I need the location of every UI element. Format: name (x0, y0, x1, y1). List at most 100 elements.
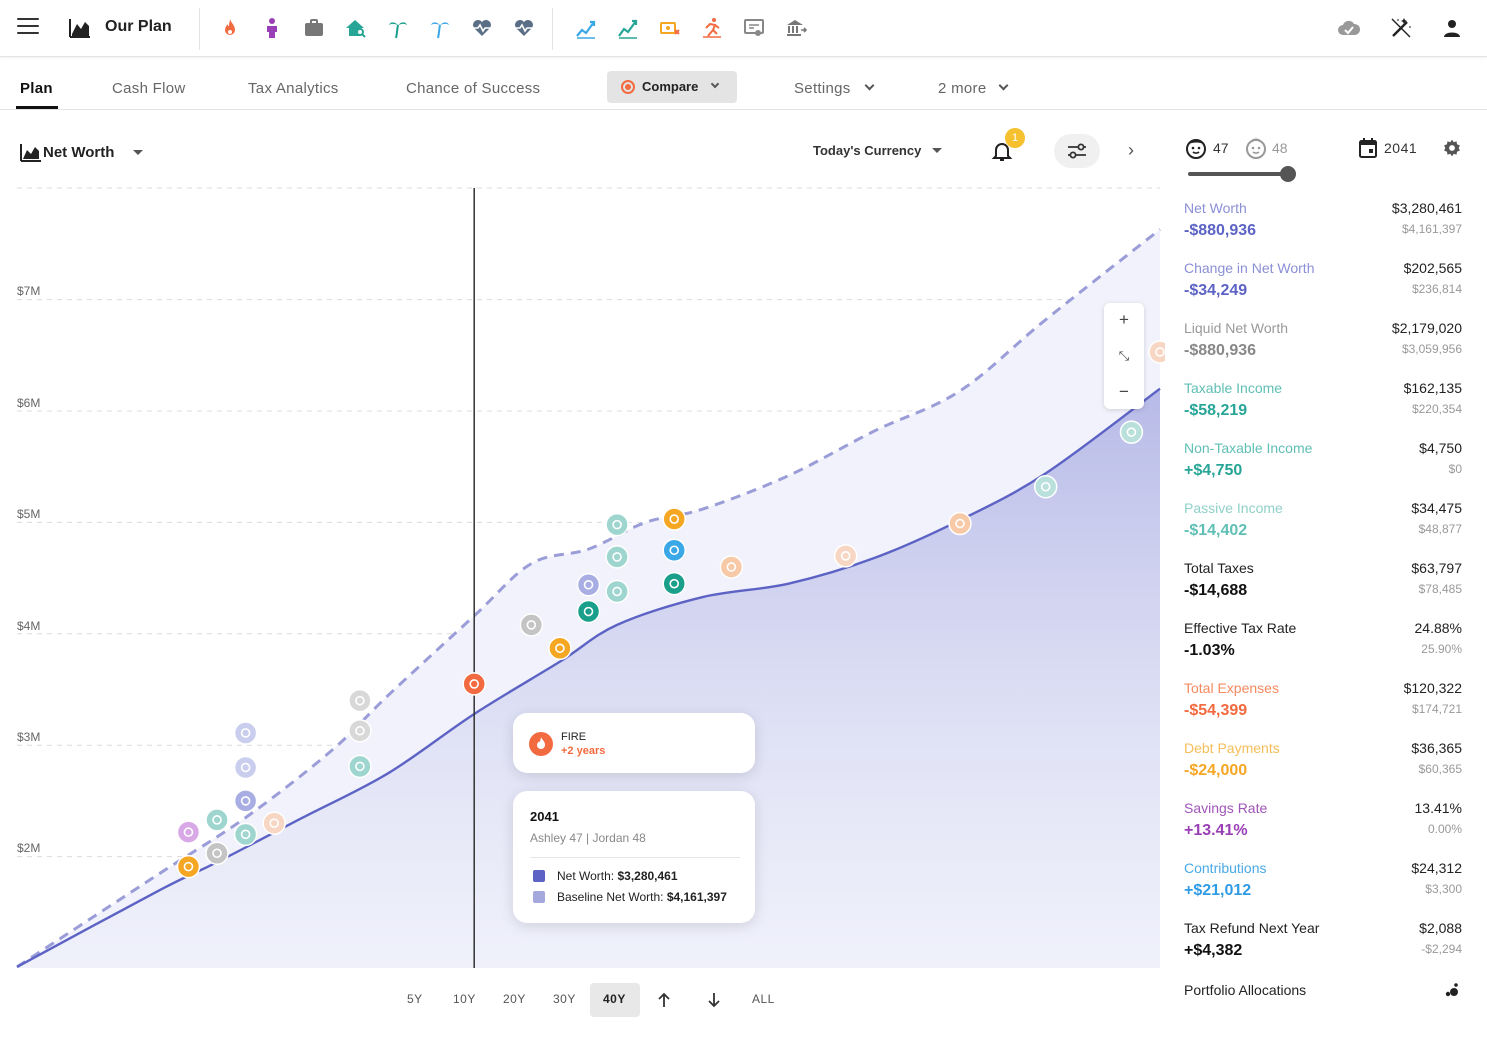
fire-icon[interactable] (218, 16, 242, 40)
caret-down-icon[interactable] (133, 150, 143, 155)
fire-icon (529, 732, 553, 756)
building-icon[interactable] (605, 579, 629, 604)
gear-icon[interactable] (1442, 138, 1462, 158)
building-icon[interactable] (348, 718, 372, 743)
divider (199, 8, 200, 50)
half-circle-icon[interactable] (205, 808, 229, 832)
arrow-down-icon[interactable] (707, 992, 721, 1008)
palm-tree-icon[interactable] (386, 16, 410, 40)
menu-icon[interactable] (17, 18, 39, 36)
tab-plan[interactable]: Plan (20, 80, 53, 97)
caret-down-icon[interactable] (932, 148, 942, 153)
person-icon[interactable] (176, 820, 201, 844)
stat-name: Contributions (1184, 860, 1267, 876)
stat-value: $2,179,020 (1391, 320, 1462, 336)
fire-popup[interactable]: FIRE +2 years (513, 713, 755, 773)
house-icon[interactable] (233, 789, 258, 813)
lock-icon[interactable] (233, 721, 258, 745)
range-30y-button[interactable]: 30Y (553, 992, 576, 1006)
house-icon[interactable] (233, 822, 258, 847)
half-circle-icon[interactable] (605, 512, 629, 537)
zoom-in-button[interactable]: + (1119, 310, 1129, 329)
tab-underline (16, 106, 58, 109)
half-circle-icon[interactable] (576, 599, 601, 624)
couple-icon[interactable] (1119, 420, 1144, 444)
tab-cash-flow[interactable]: Cash Flow (112, 80, 186, 97)
stat-value: $36,365 (1411, 740, 1462, 756)
house-search-icon[interactable] (344, 16, 368, 40)
stat-name: Taxable Income (1184, 380, 1283, 396)
portfolio-allocations-label[interactable]: Portfolio Allocations (1184, 982, 1307, 998)
currency-select[interactable]: Today's Currency (813, 143, 922, 158)
bank-transfer-icon[interactable] (784, 16, 808, 40)
money-exchange-icon[interactable] (658, 16, 682, 40)
growth-chart-icon[interactable] (574, 16, 598, 40)
person-icon[interactable] (262, 811, 286, 835)
building-icon[interactable] (348, 754, 372, 779)
heart-pulse-icon[interactable] (470, 16, 494, 40)
palm-icon[interactable] (662, 571, 686, 596)
certificate-icon[interactable] (742, 16, 766, 40)
range-10y-button[interactable]: 10Y (453, 992, 476, 1006)
grad-cap-icon[interactable] (719, 555, 744, 579)
building-icon[interactable] (605, 545, 629, 569)
chevron-right-icon[interactable]: › (1128, 140, 1134, 160)
fit-screen-icon[interactable]: ⤡ (1118, 348, 1130, 363)
bubble-chart-icon[interactable] (1444, 982, 1460, 998)
chart-type-icon[interactable] (20, 142, 42, 162)
range-all-button[interactable]: ALL (752, 992, 775, 1006)
filter-button[interactable] (1054, 134, 1100, 168)
stat-baseline: $3,300 (1425, 882, 1462, 896)
tooltip-row-baseline: Baseline Net Worth: $4,161,397 (557, 890, 727, 904)
zoom-out-button[interactable]: − (1119, 382, 1129, 401)
medical-icon[interactable] (662, 507, 686, 531)
stat-name: Net Worth (1184, 200, 1247, 216)
palm-icon[interactable] (662, 538, 686, 562)
tab-chance-of-success[interactable]: Chance of Success (406, 80, 541, 97)
investment-chart-icon[interactable] (616, 16, 640, 40)
house-icon[interactable] (233, 755, 258, 780)
y-tick-label: $3M (17, 730, 41, 744)
compare-button[interactable]: Compare (607, 71, 737, 103)
lock-icon[interactable] (576, 573, 601, 597)
calendar-icon[interactable] (1358, 137, 1378, 159)
arrow-up-icon[interactable] (657, 992, 671, 1008)
heart-pulse-alt-icon[interactable] (512, 16, 536, 40)
plane-icon[interactable] (548, 636, 572, 661)
cloud-sync-icon[interactable] (1337, 16, 1361, 40)
account-icon[interactable] (1440, 16, 1464, 40)
bell-icon[interactable] (990, 139, 1014, 163)
range-5y-button[interactable]: 5Y (407, 992, 423, 1006)
zoom-controls: + ⤡ − (1104, 303, 1144, 409)
magic-wand-icon[interactable] (1389, 16, 1413, 40)
stat-value: $202,565 (1403, 260, 1462, 276)
age-slider-thumb[interactable] (1280, 166, 1296, 182)
diamond-icon[interactable] (948, 511, 972, 536)
briefcase-icon[interactable] (205, 841, 229, 866)
plane-icon[interactable] (1148, 340, 1165, 364)
stat-baseline: $60,365 (1418, 762, 1462, 776)
briefcase-icon[interactable] (302, 16, 326, 40)
stat-value: $24,312 (1411, 860, 1462, 876)
tab-tax-analytics[interactable]: Tax Analytics (248, 80, 339, 97)
range-20y-button[interactable]: 20Y (503, 992, 526, 1006)
net-worth-chart[interactable] (0, 180, 1165, 980)
record-icon (621, 80, 635, 94)
tab-bar: Plan Cash Flow Tax Analytics Chance of S… (0, 62, 1487, 110)
fire-icon[interactable] (462, 672, 486, 696)
range-40y-button[interactable]: 40Y (603, 992, 626, 1006)
stat-delta: -$34,249 (1184, 282, 1248, 299)
metric-select-label[interactable]: Net Worth (43, 144, 115, 161)
stat-baseline: -$2,294 (1421, 942, 1462, 956)
runner-icon[interactable] (700, 16, 724, 40)
palm-tree-alt-icon[interactable] (428, 16, 452, 40)
coin-icon[interactable] (176, 854, 201, 879)
tab-more[interactable]: 2 more (938, 80, 987, 97)
grad-cap-icon[interactable] (519, 613, 544, 637)
tab-settings[interactable]: Settings (794, 80, 851, 97)
person-icon[interactable] (833, 544, 858, 568)
person-icon[interactable] (260, 16, 284, 40)
coin-icon[interactable] (348, 688, 372, 713)
couple-icon[interactable] (1033, 475, 1058, 499)
age-slider-track[interactable] (1188, 172, 1288, 176)
